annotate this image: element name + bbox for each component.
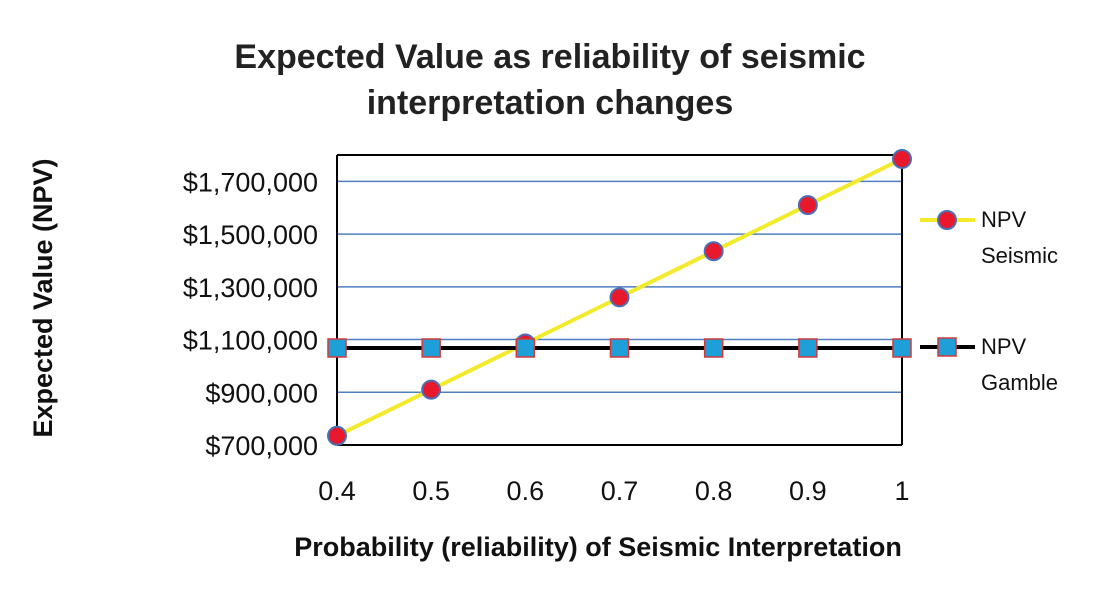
legend: NPV Seismic NPV Gamble <box>920 207 1058 395</box>
legend-series-1-marker <box>937 337 957 357</box>
x-axis-title: Probability (reliability) of Seismic Int… <box>294 532 902 562</box>
legend-series-1-label-1: Gamble <box>981 370 1058 395</box>
legend-series-1-label-0: NPV <box>981 334 1027 359</box>
legend-series-0-label-1: Seismic <box>981 243 1058 268</box>
y-axis-title: Expected Value (NPV) <box>28 158 58 437</box>
y-tick-label-3: $1,300,000 <box>183 273 318 303</box>
x-tick-label-0: 0.4 <box>318 476 356 506</box>
series-0-point-5 <box>797 195 818 216</box>
gridlines <box>337 180 902 394</box>
y-tick-label-5: $1,700,000 <box>183 167 318 197</box>
x-tick-label-4: 0.8 <box>695 476 733 506</box>
series-1-point-6 <box>892 338 912 358</box>
legend-series-0-marker <box>937 210 957 230</box>
x-tick-label-6: 1 <box>894 476 909 506</box>
series-0-point-0 <box>327 425 347 446</box>
series-1-point-0 <box>327 338 347 358</box>
series-0-point-1 <box>421 379 442 400</box>
chart-title-line-1: Expected Value as reliability of seismic <box>234 38 865 76</box>
legend-series-0-label-0: NPV <box>981 207 1027 232</box>
y-tick-label-1: $900,000 <box>205 378 318 408</box>
series-0-point-6 <box>892 148 912 169</box>
series-1-point-4 <box>703 338 724 358</box>
series-1-point-5 <box>798 338 818 358</box>
x-tick-label-5: 0.9 <box>789 476 827 506</box>
axes <box>336 154 903 446</box>
series-0-point-3 <box>609 287 630 308</box>
x-tick-label-3: 0.7 <box>601 476 639 506</box>
y-tick-labels: $700,000 $900,000 $1,100,000 $1,300,000 $1,5… <box>183 167 318 461</box>
x-tick-label-1: 0.5 <box>412 476 450 506</box>
y-tick-label-4: $1,500,000 <box>183 220 318 250</box>
series-1-point-1 <box>421 338 441 358</box>
series-1-point-2 <box>515 338 536 358</box>
series-0-point-4 <box>703 241 724 262</box>
series-layer <box>327 148 912 446</box>
x-tick-labels: 0.4 0.5 0.6 0.7 0.8 0.9 1 <box>318 476 909 506</box>
y-tick-label-0: $700,000 <box>205 431 318 461</box>
series-1-point-3 <box>609 338 630 358</box>
chart-title-line-2: interpretation changes <box>367 84 734 122</box>
y-tick-label-2: $1,100,000 <box>183 326 318 356</box>
x-tick-label-2: 0.6 <box>507 476 545 506</box>
